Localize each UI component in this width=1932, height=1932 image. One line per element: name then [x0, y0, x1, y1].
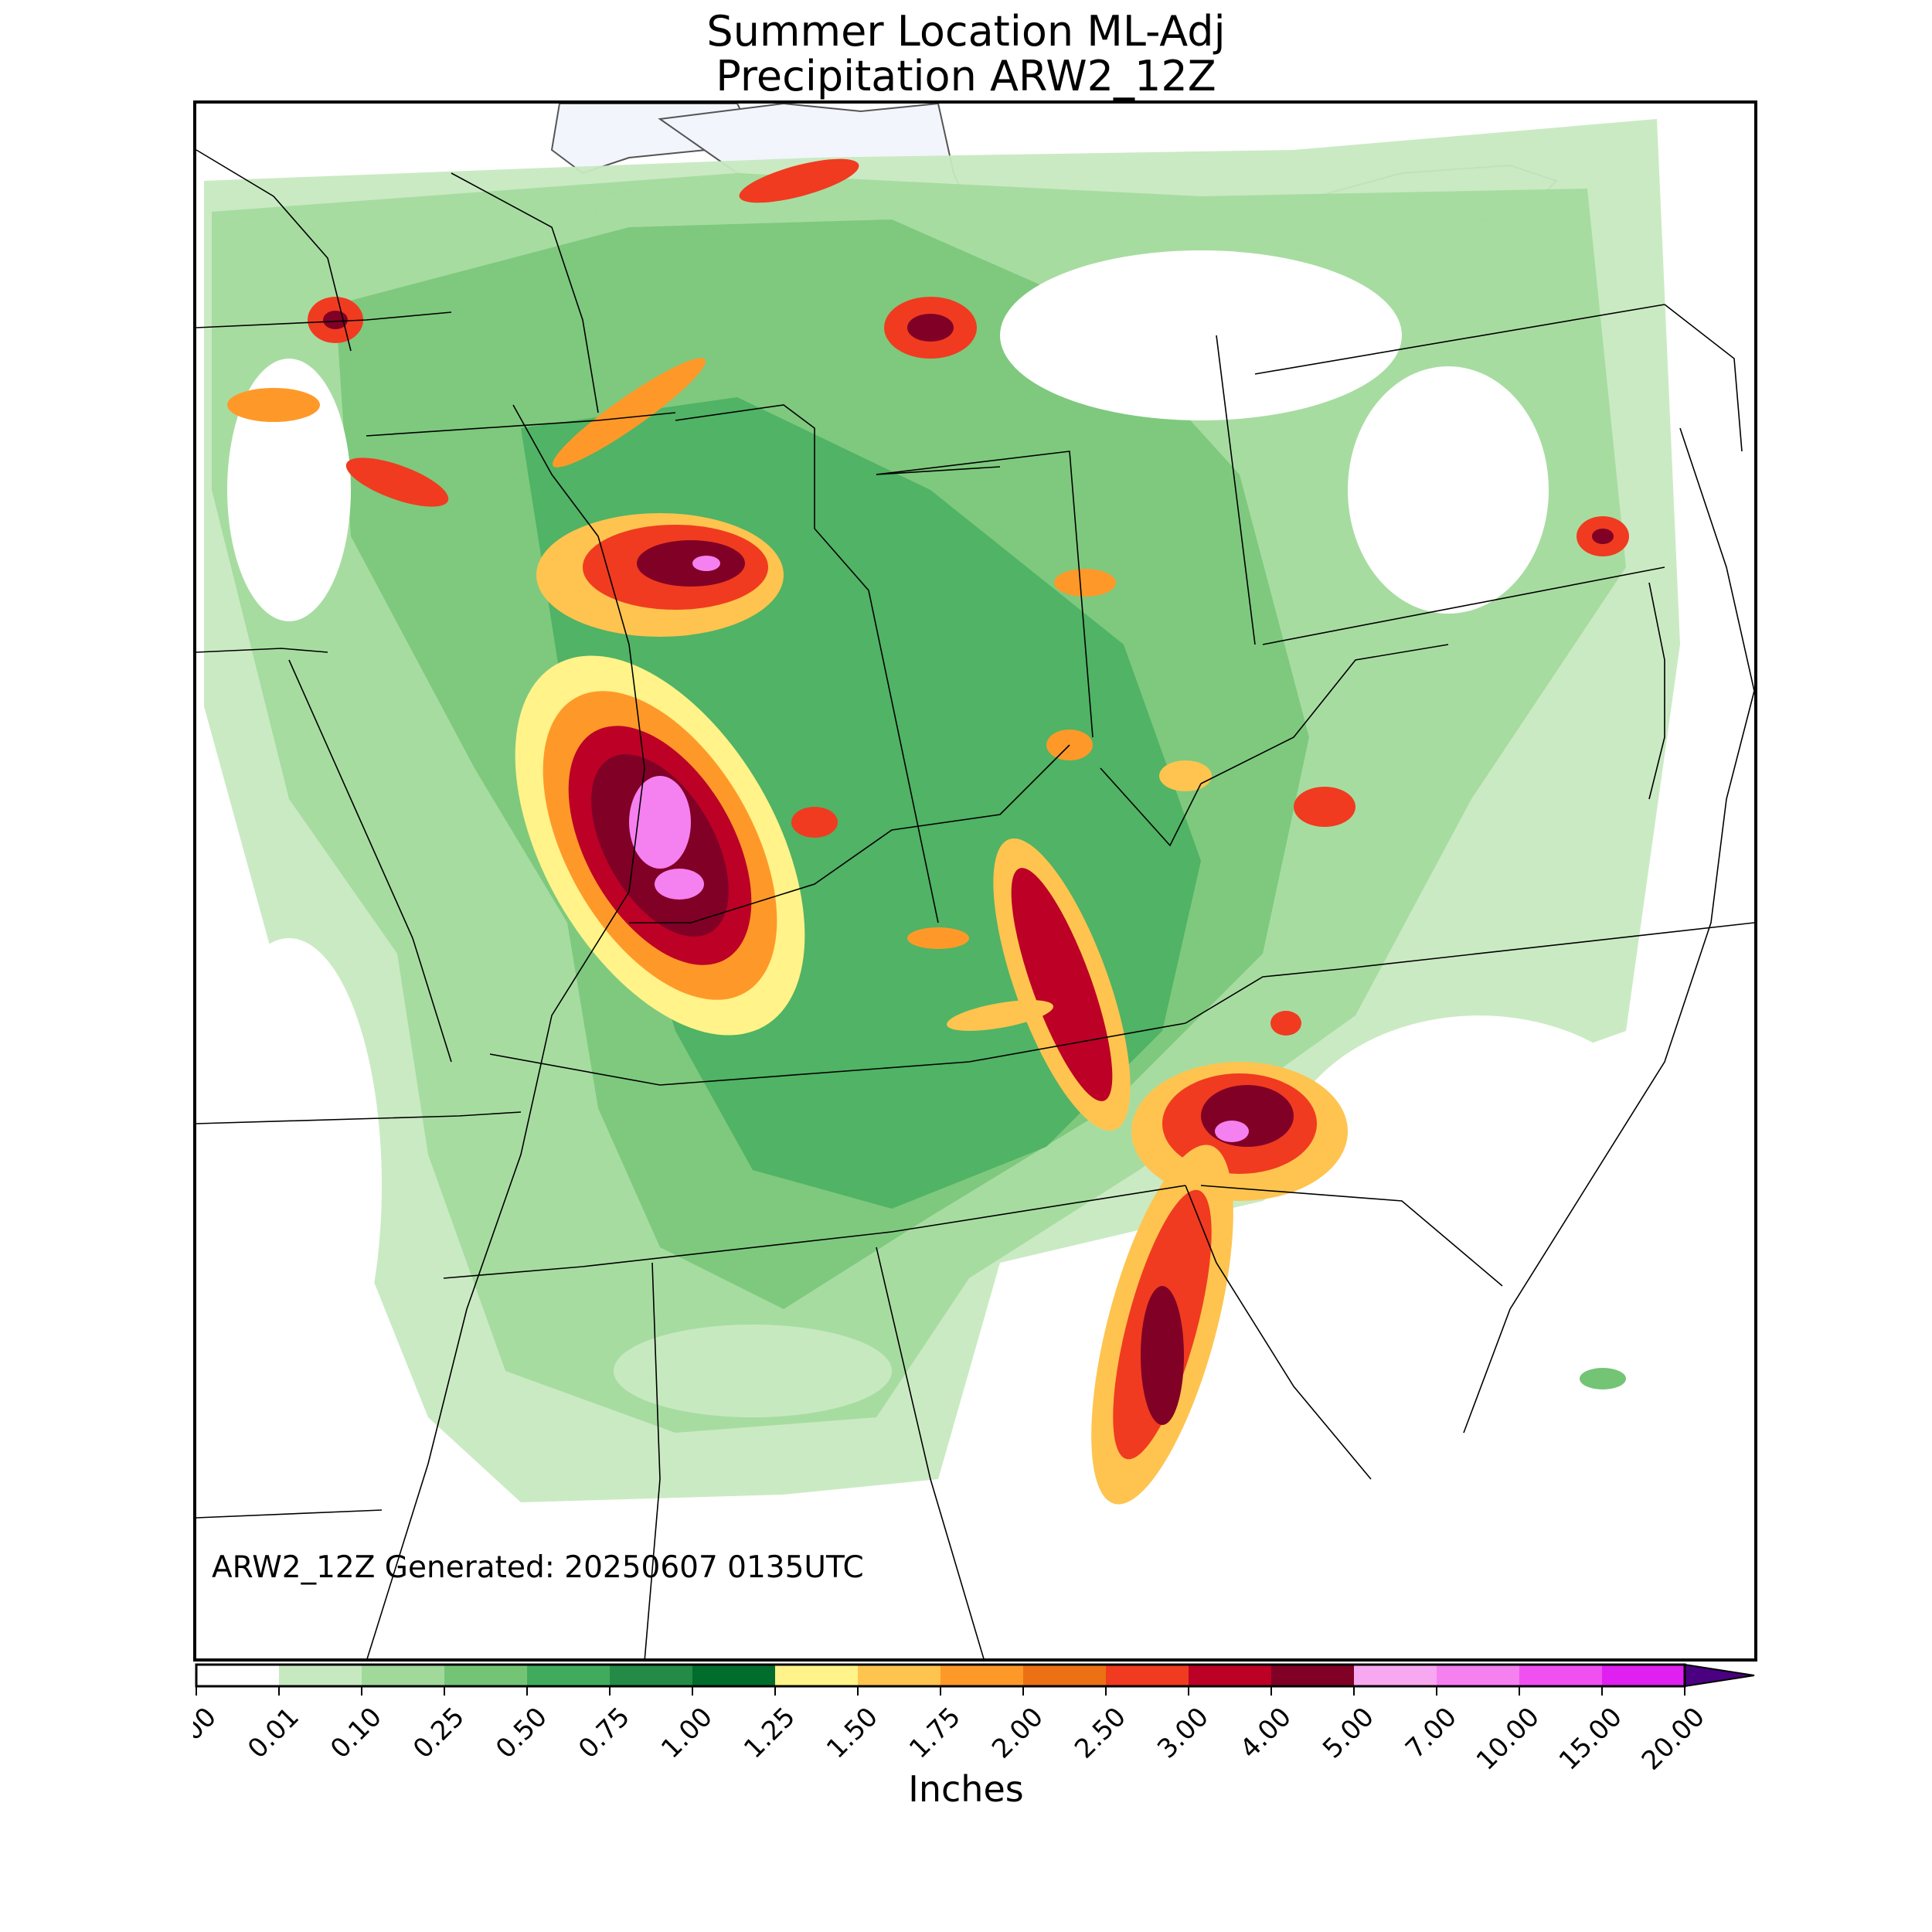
border-ms-al [644, 1262, 661, 1658]
border-ky-wv [1100, 767, 1202, 847]
colorbar-swatches [195, 1663, 1755, 1688]
colorbar-tick-label: 3.00 [1151, 1702, 1215, 1765]
dry-area-2 [1000, 250, 1402, 420]
heavy-cell-missouri-illinois [515, 655, 805, 1036]
border-ga-sc [1185, 1185, 1372, 1480]
colorbar-swatch [692, 1665, 776, 1686]
colorbar-tick-label: 2.00 [986, 1702, 1049, 1765]
border-mississippi-river [366, 404, 645, 1658]
generated-timestamp: ARW2_12Z Generated: 20250607 0135UTC [212, 1550, 864, 1585]
colorbar-units-label: Inches [908, 1768, 1024, 1810]
colorbar-tick-label: 1.00 [655, 1702, 719, 1765]
colorbar-swatch [1189, 1665, 1272, 1686]
border-pa-md [1262, 566, 1665, 645]
border-va-wv [1200, 644, 1449, 784]
colorbar-swatch [1023, 1665, 1107, 1686]
colorbar-tick-label: 10.00 [1471, 1702, 1546, 1770]
colorbar-swatch [1437, 1665, 1520, 1686]
colorbar-tick-label: 0.01 [242, 1702, 305, 1765]
colorbar-swatch [527, 1665, 611, 1686]
map-title-line2: Precipitation ARW2_12Z [716, 52, 1216, 100]
colorbar-tick-label: 1.25 [738, 1702, 801, 1765]
dry-area-4 [1278, 1015, 1680, 1325]
colorbar-swatch [940, 1665, 1024, 1686]
border-il-in [675, 404, 939, 923]
political-boundaries [196, 149, 1754, 1658]
border-missouri-west [288, 659, 452, 1063]
border-nj-ny [1664, 304, 1743, 452]
moderate-cells [791, 569, 1626, 1389]
border-mi-wi [451, 172, 599, 413]
colorbar-tick-label: 15.00 [1553, 1702, 1628, 1770]
map-panel: ARW2_12Z Generated: 20250607 0135UTC [193, 100, 1757, 1662]
colorbar-tick-label: 7.00 [1400, 1702, 1463, 1765]
heavy-cell-georgia [1091, 1145, 1233, 1505]
border-wi-il [366, 412, 676, 437]
border-ms-la [196, 1509, 383, 1519]
border-al-ga [876, 1247, 985, 1658]
dry-area-3 [1348, 366, 1549, 614]
border-chesapeake [1648, 582, 1665, 800]
colorbar-swatch [362, 1665, 445, 1686]
colorbar-swatch [1519, 1665, 1603, 1686]
border-mi-oh [876, 466, 1001, 475]
border-tn-nc [1185, 922, 1754, 1024]
colorbar-tick-label: 5.00 [1317, 1702, 1380, 1765]
colorbar-ticks: 0.00 0.01 0.10 0.25 0.50 0.75 1.00 1.25 1.50 1.75… [193, 1686, 1711, 1770]
border-mn-ia [196, 311, 452, 328]
heavy-cell-illinois [536, 513, 784, 637]
heavy-cell-pennsylvania [1577, 516, 1629, 556]
heavy-cell-kentucky [993, 838, 1131, 1131]
colorbar-tick-label: 0.00 [193, 1702, 223, 1765]
border-ky-tn [489, 1022, 1186, 1086]
border-oh-pa [1216, 335, 1256, 645]
border-in-oh [876, 451, 1094, 738]
colorbar-swatch [444, 1665, 528, 1686]
dry-area-5 [196, 938, 382, 1433]
colorbar-swatch [1602, 1665, 1685, 1686]
colorbar-swatch [858, 1665, 941, 1686]
colorbar-swatch [1354, 1665, 1437, 1686]
colorbar-swatch [196, 1665, 280, 1686]
border-pa-ny [1254, 304, 1665, 375]
colorbar-tick-label: 0.50 [490, 1702, 553, 1765]
border-mn-wi [196, 149, 352, 352]
heavy-cell-minnesota [227, 297, 449, 507]
colorbar-tick-label: 0.75 [573, 1702, 636, 1765]
colorbar-tick-label: 1.50 [821, 1702, 884, 1765]
precip-field [196, 119, 1680, 1505]
colorbar: 0.00 0.01 0.10 0.25 0.50 0.75 1.00 1.25 1.50 1.75… [193, 1663, 1755, 1770]
colorbar-swatch [775, 1665, 859, 1686]
heavy-cell-michigan [553, 158, 977, 468]
border-east-coast [1463, 427, 1754, 1434]
border-nc-sc [1200, 1185, 1503, 1287]
colorbar-swatch [1271, 1665, 1355, 1686]
dry-area-1 [227, 359, 351, 621]
border-ar-mo [196, 1111, 522, 1124]
border-ia-mo [196, 648, 328, 653]
colorbar-tick-label: 0.10 [325, 1702, 388, 1765]
map-title-line1: Summer Location ML-Adj [706, 7, 1226, 56]
colorbar-swatch [1106, 1665, 1189, 1686]
heavy-cell-tennessee [1131, 1062, 1348, 1201]
colorbar-tick-label: 2.50 [1069, 1702, 1132, 1765]
colorbar-tick-label: 20.00 [1636, 1702, 1711, 1770]
colorbar-tick-label: 0.25 [407, 1702, 471, 1765]
border-ohio-river [629, 744, 1070, 923]
border-tn-south [443, 1185, 1186, 1279]
colorbar-tick-label: 1.75 [903, 1702, 967, 1765]
colorbar-tick-label: 4.00 [1234, 1702, 1298, 1765]
precipitation-map [196, 104, 1754, 1658]
colorbar-swatch [610, 1665, 693, 1686]
colorbar-extend-arrow [1684, 1663, 1755, 1688]
dry-area-6 [614, 1325, 892, 1417]
colorbar-swatch [279, 1665, 362, 1686]
